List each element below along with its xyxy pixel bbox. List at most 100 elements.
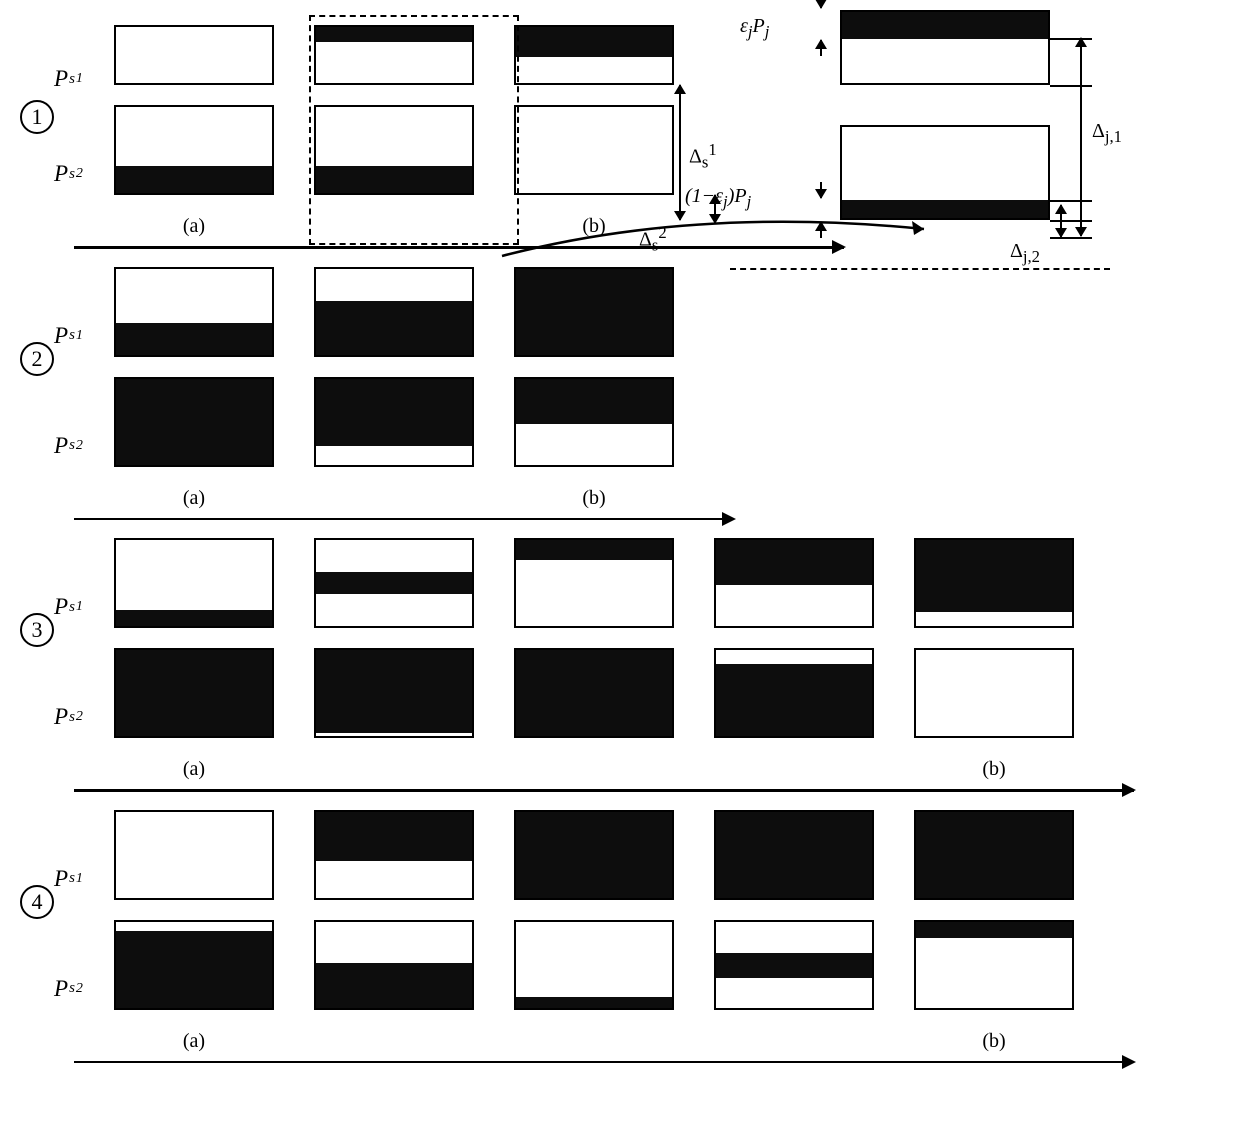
col-label (514, 1030, 674, 1053)
col-label (714, 1030, 874, 1053)
schematic-box (714, 920, 874, 1010)
dim-delta-s1 (679, 85, 681, 220)
panel-number: 2 (20, 342, 54, 376)
panel-number: 3 (20, 613, 54, 647)
col-label (314, 758, 474, 781)
dim-arrow (820, 40, 822, 56)
fill-region (316, 963, 472, 1008)
schematic-box (914, 538, 1074, 628)
schematic-box (114, 105, 274, 195)
detail-box-top (840, 10, 1050, 85)
col-label (314, 215, 474, 238)
time-arrow (74, 1061, 1134, 1064)
fill-region (116, 610, 272, 626)
row-bottom (114, 105, 844, 195)
fill-region (716, 812, 872, 900)
panel-3: 3Ps1Ps2(a)(b) (20, 538, 1220, 792)
label-P2: Ps2 (54, 391, 114, 501)
schematic-box (914, 810, 1074, 900)
fill-region (316, 27, 472, 42)
col-label: (a) (114, 1030, 274, 1053)
schematic-box (314, 25, 474, 85)
dim-arrow (820, 222, 822, 238)
fill-region (316, 650, 472, 733)
detail-box-bottom (840, 125, 1050, 220)
schematic-box (514, 648, 674, 738)
row-labels: Ps1Ps2 (54, 25, 114, 229)
fill-region (316, 301, 472, 355)
label-P2: Ps2 (54, 934, 114, 1044)
fill-region (516, 269, 672, 357)
col-label: (b) (914, 1030, 1074, 1053)
ab-labels: (a) (b) (114, 1030, 1134, 1053)
fill-region (716, 664, 872, 736)
tick (1050, 220, 1092, 222)
schematic-box (314, 648, 474, 738)
fill-region (716, 953, 872, 978)
fill-region (116, 323, 272, 355)
fill-region (316, 812, 472, 862)
schematic-box (514, 538, 674, 628)
fill-region (916, 812, 1072, 900)
dim-delta-j1 (1080, 38, 1082, 236)
schematic-box (314, 538, 474, 628)
schematic-box (914, 920, 1074, 1010)
col-label: (b) (914, 758, 1074, 781)
schematic-box (714, 648, 874, 738)
label-P1: Ps1 (54, 824, 114, 934)
tick (1050, 85, 1092, 87)
schematic-box (914, 648, 1074, 738)
schematic-box (514, 105, 674, 195)
panel-number: 4 (20, 885, 54, 919)
col-label (314, 1030, 474, 1053)
schematic-box (714, 810, 874, 900)
fill-region (916, 540, 1072, 612)
fill-region (916, 922, 1072, 938)
schematic-box (314, 267, 474, 357)
row-bottom (114, 648, 1134, 738)
schematic-box (314, 105, 474, 195)
fill-region (842, 200, 1048, 218)
fill-region (316, 572, 472, 595)
tick (1050, 200, 1092, 202)
label-P2: Ps2 (54, 119, 114, 229)
row-top (114, 25, 844, 85)
fill-region (116, 931, 272, 1008)
schematic-box (514, 267, 674, 357)
dim-arrow (820, 0, 822, 8)
col-label: (a) (114, 215, 274, 238)
schematic-box (114, 648, 274, 738)
schematic-box (114, 25, 274, 85)
col-label (514, 758, 674, 781)
fill-region (516, 812, 672, 900)
fill-region (516, 540, 672, 560)
schematic-box (314, 920, 474, 1010)
tick (1050, 38, 1092, 40)
label-P1: Ps1 (54, 39, 114, 119)
label-P1: Ps1 (54, 552, 114, 662)
schematic-box (314, 377, 474, 467)
ab-labels: (a) (b) (114, 758, 1134, 781)
fill-region (842, 12, 1048, 39)
label-delta-j1: Δj,1 (1092, 120, 1122, 147)
label-delta-j2: Δj,2 (1010, 240, 1040, 267)
label-delta-s1: Δs1 (689, 140, 717, 173)
row-top (114, 267, 734, 357)
grid: (a)(b)Δs1Δs2 (114, 25, 844, 249)
row-labels: Ps1Ps2 (54, 267, 114, 501)
schematic-box (514, 810, 674, 900)
time-arrow (74, 518, 734, 521)
col-label: (a) (114, 758, 274, 781)
grid: (a) (b) (114, 538, 1134, 792)
schematic-box (714, 538, 874, 628)
grid: (a)(b) (114, 267, 734, 521)
row-top (114, 538, 1134, 628)
row-labels: Ps1Ps2 (54, 810, 114, 1044)
fill-region (516, 27, 672, 57)
fill-region (116, 650, 272, 738)
col-label: (b) (514, 487, 674, 510)
panel-2: 2Ps1Ps2(a)(b) (20, 267, 1220, 521)
schematic-box (514, 25, 674, 85)
panel-number: 1 (20, 100, 54, 134)
tick (1050, 237, 1092, 239)
